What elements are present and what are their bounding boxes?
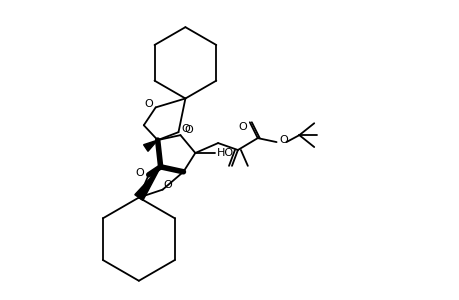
Polygon shape [143, 140, 157, 151]
Text: O: O [184, 125, 192, 135]
Text: O: O [181, 124, 190, 134]
Text: O: O [135, 168, 144, 178]
Polygon shape [134, 167, 160, 200]
Text: O: O [163, 180, 172, 190]
Text: HO: HO [216, 148, 233, 158]
Text: O: O [279, 135, 287, 145]
Text: O: O [144, 99, 153, 110]
Text: O: O [238, 122, 247, 132]
